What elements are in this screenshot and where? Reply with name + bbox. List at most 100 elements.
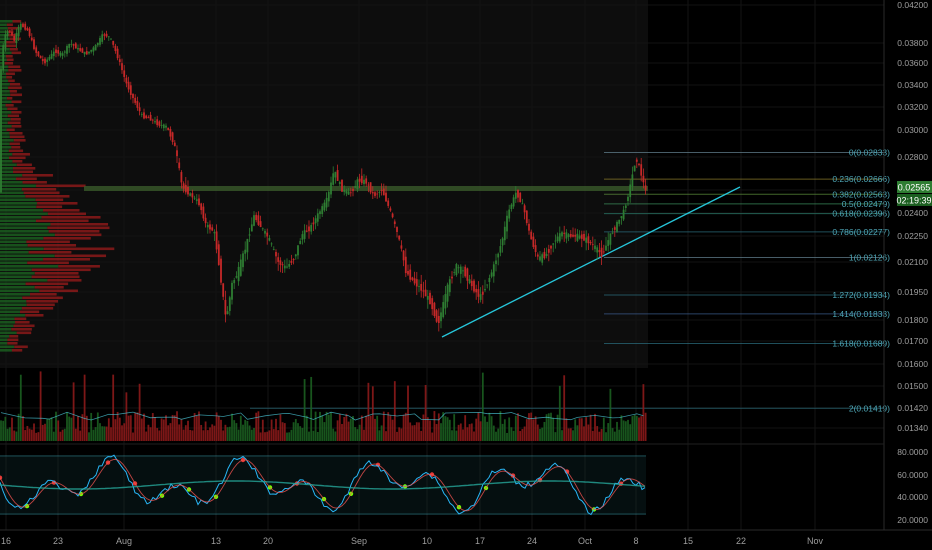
time-axis-label: 10 <box>422 536 432 546</box>
volume-bar <box>301 427 304 441</box>
volume-bar <box>105 426 108 441</box>
volume-profile-bar-sell <box>11 349 23 352</box>
volume-profile-bar-sell <box>36 205 63 209</box>
candle-body <box>620 216 623 218</box>
price-axis[interactable]: 0.04200 0.03800 0.03600 0.03400 0.03200 0.030… <box>897 0 928 433</box>
volume-bar <box>503 419 506 441</box>
candle-body <box>178 162 181 169</box>
candle-body <box>63 51 66 53</box>
candle-body <box>391 213 394 218</box>
candle-body <box>213 232 216 234</box>
volume-bar <box>222 430 225 441</box>
volume-bar <box>226 427 229 441</box>
volume-bar <box>59 431 62 441</box>
candle-body <box>57 50 60 54</box>
volume-bar <box>8 427 11 441</box>
volume-bar <box>475 418 478 441</box>
volume-bar <box>312 430 315 441</box>
candle-body <box>481 291 484 295</box>
candle-body <box>565 232 568 239</box>
candle-body <box>101 34 104 42</box>
volume-bar <box>330 412 332 441</box>
candle-body <box>587 236 590 244</box>
candle-body <box>609 233 612 245</box>
volume-bar <box>66 412 68 441</box>
volume-bar <box>528 413 530 441</box>
time-axis[interactable]: 16 23 Aug 13 20 Sep 10 17 24 Oct 8 15 22 Nov <box>1 536 824 546</box>
fibonacci-retracement[interactable]: 0(0.02833)0.236(0.02666)0.382(0.02563)0.… <box>250 148 890 414</box>
volume-profile-bar-sell <box>14 345 28 349</box>
volume-bar <box>519 431 522 441</box>
volume-bar <box>6 428 9 441</box>
volume-profile-bar-sell <box>13 139 26 142</box>
volume-profile-bar-sell <box>16 177 37 181</box>
candle-body <box>536 254 539 257</box>
volume-profile-bar-buy <box>0 258 44 261</box>
volume-profile-bar-sell <box>43 247 115 251</box>
volume-bar <box>580 418 583 441</box>
volume-bar <box>435 424 438 441</box>
volume-bar <box>490 416 493 441</box>
candle-body <box>349 192 352 194</box>
candle-body <box>79 48 82 51</box>
volume-profile-bar-sell <box>6 76 13 79</box>
current-price-tag: 0.02565 02:19:39 <box>896 181 932 206</box>
volume-profile-bar-sell <box>31 275 80 279</box>
candle-body <box>521 203 524 205</box>
volume-bar <box>4 416 7 441</box>
candle-body <box>169 128 172 137</box>
fib-level-label: 0.382(0.02563) <box>832 189 890 199</box>
volume-profile-bar-sell <box>28 251 72 254</box>
candle-body <box>503 226 506 241</box>
volume-profile-bar-sell <box>34 286 64 289</box>
stochastic-oscillator <box>0 454 646 516</box>
candle-body <box>55 49 57 53</box>
volume-bar <box>220 419 222 441</box>
volume-profile-bar-buy <box>0 321 16 324</box>
volume-bar <box>468 424 471 441</box>
volume-bar <box>35 432 38 441</box>
volume-bar <box>52 431 55 441</box>
volume-bar <box>552 417 555 441</box>
time-axis-label: 20 <box>263 536 273 546</box>
volume-bar <box>488 412 491 441</box>
volume-bar <box>455 430 458 441</box>
volume-bar <box>173 415 176 441</box>
oscillator-axis-label: 20.0000 <box>897 515 928 525</box>
volume-profile-bar-buy <box>0 261 28 265</box>
volume-profile-bar-sell <box>7 114 20 118</box>
candle-body <box>468 279 471 284</box>
candle-body <box>382 188 385 196</box>
volume-bar <box>154 417 156 441</box>
candle-body <box>541 254 544 263</box>
candle-body <box>613 227 616 230</box>
candle-body <box>563 232 566 234</box>
trend-line[interactable] <box>441 186 741 338</box>
volume-bar <box>217 416 220 441</box>
volume-bar <box>589 414 592 441</box>
candle-body <box>292 258 295 261</box>
candle-body <box>222 283 225 297</box>
volume-profile-bar-sell <box>11 146 21 149</box>
volume-bar <box>72 382 75 441</box>
candle-body <box>312 222 315 225</box>
volume-bar <box>600 428 603 441</box>
candle-body <box>398 235 401 240</box>
candle-body <box>426 295 429 300</box>
volume-bar <box>116 411 119 441</box>
volume-bar <box>319 411 321 441</box>
candle-body <box>325 197 328 208</box>
volume-bar <box>253 427 255 441</box>
candle-body <box>341 179 343 192</box>
candle-body <box>88 51 90 54</box>
volume-profile-bar-buy <box>0 51 12 55</box>
candle-body <box>121 63 123 71</box>
volume-profile-bar-buy <box>0 310 20 314</box>
volume-bar <box>517 413 519 441</box>
candle-body <box>266 232 269 237</box>
volume-profile-bar-sell <box>8 69 22 72</box>
candle-body <box>530 231 533 240</box>
volume-bar <box>594 413 596 441</box>
time-axis-label: 13 <box>211 536 221 546</box>
